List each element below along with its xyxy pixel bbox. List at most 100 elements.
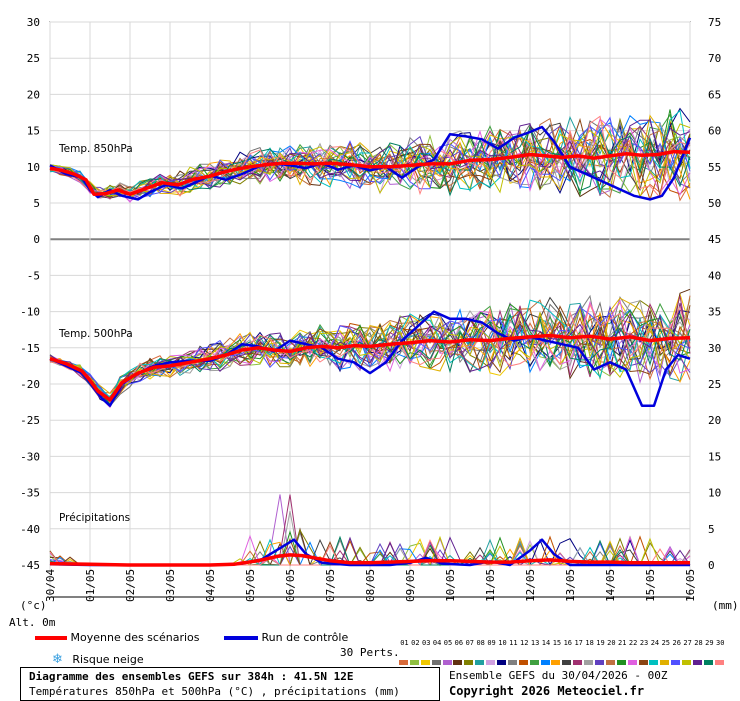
right-tick-label: 55	[708, 161, 721, 174]
pert-swatch	[638, 660, 648, 665]
left-tick-label: -30	[20, 450, 40, 463]
perturbation-line	[49, 303, 691, 403]
pert-number: 24	[650, 639, 660, 647]
pert-number: 23	[639, 639, 649, 647]
pert-number: 22	[628, 639, 638, 647]
left-tick-label: 5	[33, 197, 40, 210]
pert-number: 17	[574, 639, 583, 647]
pert-number: 02	[411, 639, 420, 647]
left-tick-label: -40	[20, 523, 40, 536]
pert-swatch	[420, 660, 430, 665]
run-info: Ensemble GEFS du 30/04/2026 - 00Z	[449, 669, 668, 682]
left-tick-label: -20	[20, 378, 40, 391]
right-tick-label: 15	[708, 450, 721, 463]
x-tick-label: 13/05	[564, 569, 577, 602]
pert-number: 19	[596, 639, 605, 647]
pert-swatch	[475, 660, 485, 665]
x-tick-label: 15/05	[644, 569, 657, 602]
left-axis-ticks: 30 25 20 15 10 5 0 -5 -10 -15 -20 -25 -30 -35 -40 -45	[20, 16, 40, 572]
title-box: Diagramme des ensembles GEFS sur 384h : …	[20, 667, 440, 701]
pert-swatch	[649, 660, 659, 665]
altitude-label: Alt. 0m	[9, 616, 56, 629]
pert-number: 30	[716, 639, 725, 647]
right-tick-label: 65	[708, 88, 721, 101]
perturbation-line	[49, 118, 691, 204]
pert-number: 05	[443, 639, 453, 647]
pert-number: 20	[607, 639, 616, 647]
right-tick-label: 75	[708, 16, 721, 29]
legend-snow: ❄ Risque neige	[52, 652, 144, 667]
pert-number: 10	[498, 639, 507, 647]
pert-swatch	[453, 660, 463, 665]
pert-swatch	[682, 660, 692, 665]
main-series	[49, 125, 692, 567]
left-tick-label: 15	[27, 125, 40, 138]
pert-numbers: 01 02 03 04 05 06 07 08 09 10 11 12 13 14 15 16 17 18 19 20…	[399, 639, 726, 647]
pert-swatch	[518, 660, 528, 665]
x-tick-label: 01/05	[84, 569, 97, 602]
control-swatch	[224, 636, 258, 640]
x-axis-ticks: 30/04 01/05 02/05 03/05 04/05 05/05 06/05 07/05…	[44, 569, 697, 602]
x-tick-label: 09/05	[404, 569, 417, 602]
x-tick-label: 02/05	[124, 569, 137, 602]
pert-swatch	[573, 660, 583, 665]
x-tick-label: 11/05	[484, 569, 497, 602]
pert-swatch	[540, 660, 550, 665]
right-tick-label: 20	[708, 414, 721, 427]
pert-swatch	[464, 660, 474, 665]
legend-snow-label: Risque neige	[72, 653, 144, 666]
pert-swatches	[399, 650, 726, 665]
perturbation-line	[49, 304, 691, 401]
x-tick-label: 03/05	[164, 569, 177, 602]
pert-number: 25	[661, 639, 671, 647]
pert-number: 07	[465, 639, 474, 647]
x-tick-label: 30/04	[44, 569, 57, 602]
right-tick-label: 35	[708, 306, 721, 319]
pert-swatch	[529, 660, 539, 665]
pert-number: 14	[541, 639, 551, 647]
pert-swatch	[486, 660, 496, 665]
perturbation-line	[49, 119, 691, 198]
pert-swatch	[703, 660, 713, 665]
left-tick-label: 25	[27, 52, 40, 65]
pert-number: 15	[552, 639, 562, 647]
right-tick-label: 60	[708, 125, 721, 138]
pert-number: 21	[618, 639, 627, 647]
left-tick-label: 10	[27, 161, 40, 174]
right-unit-label: (mm)	[712, 599, 739, 612]
right-tick-label: 40	[708, 269, 721, 282]
left-tick-label: 0	[33, 233, 40, 246]
right-tick-label: 25	[708, 378, 721, 391]
pert-swatch	[714, 660, 724, 665]
pert-number: 18	[585, 639, 594, 647]
pert-swatch	[595, 660, 605, 665]
x-tick-label: 04/05	[204, 569, 217, 602]
control-line-t850	[49, 125, 692, 201]
pert-swatch	[693, 660, 703, 665]
x-tick-label: 07/05	[324, 569, 337, 602]
x-tick-label: 14/05	[604, 569, 617, 602]
pert-number: 12	[520, 639, 529, 647]
panel-label-t850: Temp. 850hPa	[58, 143, 133, 155]
left-tick-label: -45	[20, 559, 40, 572]
copyright: Copyright 2026 Meteociel.fr	[449, 684, 645, 698]
x-tick-label: 06/05	[284, 569, 297, 602]
right-tick-label: 0	[708, 559, 715, 572]
legend-control: Run de contrôle	[224, 631, 348, 644]
pert-number: 27	[683, 639, 692, 647]
perturbation-line	[49, 116, 691, 199]
pert-number: 29	[705, 639, 714, 647]
mean-line-precip	[49, 553, 690, 567]
left-unit-label: (°c)	[20, 599, 47, 612]
right-tick-label: 50	[708, 197, 721, 210]
pert-number: 28	[694, 639, 703, 647]
left-tick-label: 30	[27, 16, 40, 29]
pert-number: 04	[432, 639, 442, 647]
right-tick-label: 30	[708, 342, 721, 355]
pert-swatch	[507, 660, 517, 665]
mean-line-t850	[49, 149, 691, 197]
left-tick-label: 20	[27, 88, 40, 101]
chart-title: Diagramme des ensembles GEFS sur 384h : …	[29, 670, 354, 683]
pert-number: 01	[400, 639, 409, 647]
